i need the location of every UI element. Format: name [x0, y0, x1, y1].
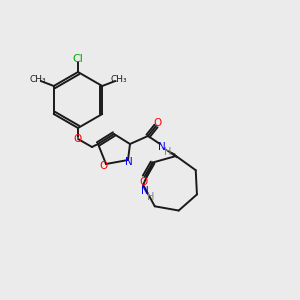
Text: N: N — [158, 142, 166, 152]
Text: O: O — [100, 161, 108, 171]
Text: Cl: Cl — [73, 54, 83, 64]
Text: H: H — [148, 192, 155, 202]
Text: O: O — [140, 177, 148, 187]
Text: H: H — [164, 147, 172, 157]
Text: O: O — [74, 134, 82, 144]
Text: O: O — [153, 118, 161, 128]
Text: N: N — [141, 186, 149, 196]
Text: N: N — [125, 157, 133, 167]
Polygon shape — [163, 148, 177, 158]
Text: CH₃: CH₃ — [111, 76, 128, 85]
Text: CH₃: CH₃ — [29, 76, 46, 85]
